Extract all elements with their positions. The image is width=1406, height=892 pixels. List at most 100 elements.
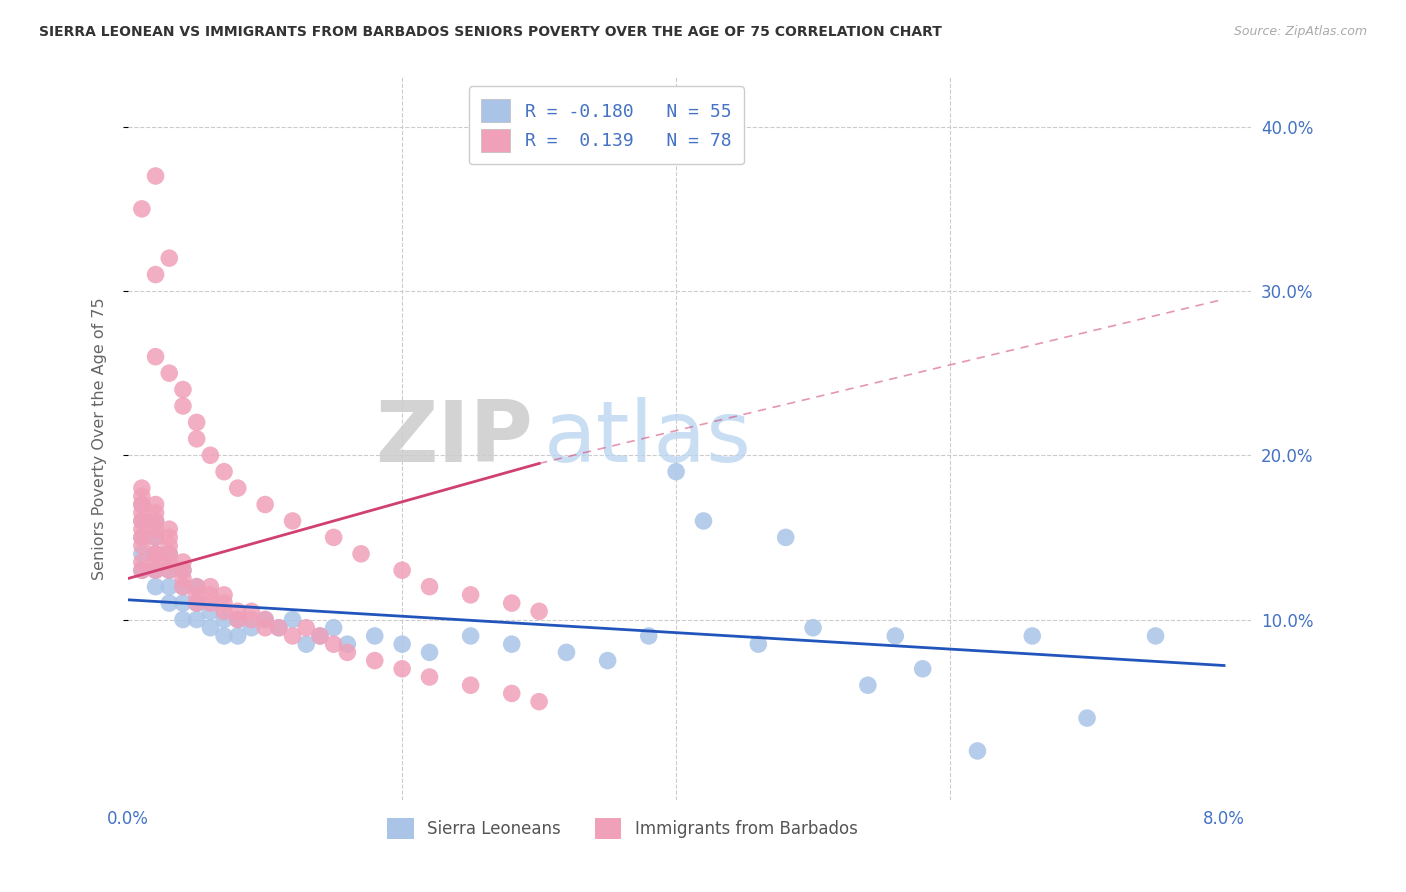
Point bbox=[527, 604, 550, 618]
Point bbox=[131, 481, 153, 495]
Point bbox=[254, 613, 277, 627]
Point bbox=[200, 588, 222, 602]
Point bbox=[966, 744, 988, 758]
Point bbox=[226, 613, 249, 627]
Point bbox=[460, 678, 482, 692]
Point bbox=[131, 506, 153, 520]
Point bbox=[172, 596, 194, 610]
Point bbox=[200, 604, 222, 618]
Point bbox=[145, 555, 167, 569]
Point bbox=[172, 571, 194, 585]
Point bbox=[281, 629, 304, 643]
Point bbox=[131, 563, 153, 577]
Point bbox=[281, 514, 304, 528]
Point bbox=[254, 621, 277, 635]
Point bbox=[186, 596, 208, 610]
Point bbox=[186, 580, 208, 594]
Point bbox=[1021, 629, 1043, 643]
Point bbox=[267, 621, 290, 635]
Point bbox=[131, 498, 153, 512]
Point bbox=[460, 629, 482, 643]
Point bbox=[172, 563, 194, 577]
Point bbox=[145, 563, 167, 577]
Point bbox=[131, 202, 153, 216]
Point bbox=[254, 498, 277, 512]
Point bbox=[157, 555, 180, 569]
Point bbox=[131, 498, 153, 512]
Point bbox=[212, 596, 235, 610]
Point bbox=[145, 547, 167, 561]
Point bbox=[157, 580, 180, 594]
Point bbox=[240, 621, 263, 635]
Point bbox=[364, 629, 387, 643]
Point bbox=[172, 383, 194, 397]
Point bbox=[637, 629, 659, 643]
Point bbox=[157, 563, 180, 577]
Point bbox=[157, 539, 180, 553]
Point bbox=[131, 530, 153, 544]
Point bbox=[172, 563, 194, 577]
Point bbox=[145, 530, 167, 544]
Point bbox=[172, 580, 194, 594]
Point bbox=[145, 563, 167, 577]
Point bbox=[596, 654, 619, 668]
Text: ZIP: ZIP bbox=[375, 397, 533, 480]
Point bbox=[172, 613, 194, 627]
Point bbox=[391, 662, 413, 676]
Point bbox=[1144, 629, 1167, 643]
Point bbox=[418, 580, 440, 594]
Point bbox=[911, 662, 934, 676]
Text: atlas: atlas bbox=[544, 397, 752, 480]
Point bbox=[460, 588, 482, 602]
Point bbox=[309, 629, 332, 643]
Point bbox=[145, 268, 167, 282]
Point bbox=[157, 530, 180, 544]
Point bbox=[212, 588, 235, 602]
Point bbox=[145, 547, 167, 561]
Point bbox=[281, 613, 304, 627]
Point bbox=[131, 555, 153, 569]
Point bbox=[172, 399, 194, 413]
Point bbox=[145, 514, 167, 528]
Point bbox=[322, 621, 344, 635]
Point bbox=[212, 629, 235, 643]
Point bbox=[309, 629, 332, 643]
Point bbox=[200, 621, 222, 635]
Point bbox=[131, 522, 153, 536]
Point bbox=[336, 645, 359, 659]
Point bbox=[145, 522, 167, 536]
Point bbox=[186, 596, 208, 610]
Point bbox=[295, 637, 318, 651]
Point bbox=[336, 637, 359, 651]
Point bbox=[226, 613, 249, 627]
Point bbox=[1076, 711, 1098, 725]
Point bbox=[501, 596, 523, 610]
Point bbox=[131, 489, 153, 503]
Point bbox=[884, 629, 907, 643]
Point bbox=[172, 555, 194, 569]
Point bbox=[131, 530, 153, 544]
Legend: R = -0.180   N = 55, R =  0.139   N = 78: R = -0.180 N = 55, R = 0.139 N = 78 bbox=[468, 87, 744, 164]
Point bbox=[555, 645, 578, 659]
Point bbox=[186, 613, 208, 627]
Point bbox=[145, 580, 167, 594]
Point bbox=[212, 613, 235, 627]
Point bbox=[322, 530, 344, 544]
Point bbox=[145, 506, 167, 520]
Point bbox=[186, 580, 208, 594]
Text: Source: ZipAtlas.com: Source: ZipAtlas.com bbox=[1233, 25, 1367, 38]
Point bbox=[418, 670, 440, 684]
Point bbox=[131, 514, 153, 528]
Point bbox=[157, 522, 180, 536]
Point bbox=[364, 654, 387, 668]
Point bbox=[145, 169, 167, 183]
Point bbox=[145, 350, 167, 364]
Point bbox=[157, 563, 180, 577]
Point bbox=[212, 604, 235, 618]
Point bbox=[322, 637, 344, 651]
Point bbox=[240, 604, 263, 618]
Point bbox=[200, 448, 222, 462]
Point bbox=[418, 645, 440, 659]
Y-axis label: Seniors Poverty Over the Age of 75: Seniors Poverty Over the Age of 75 bbox=[93, 298, 107, 580]
Point bbox=[200, 596, 222, 610]
